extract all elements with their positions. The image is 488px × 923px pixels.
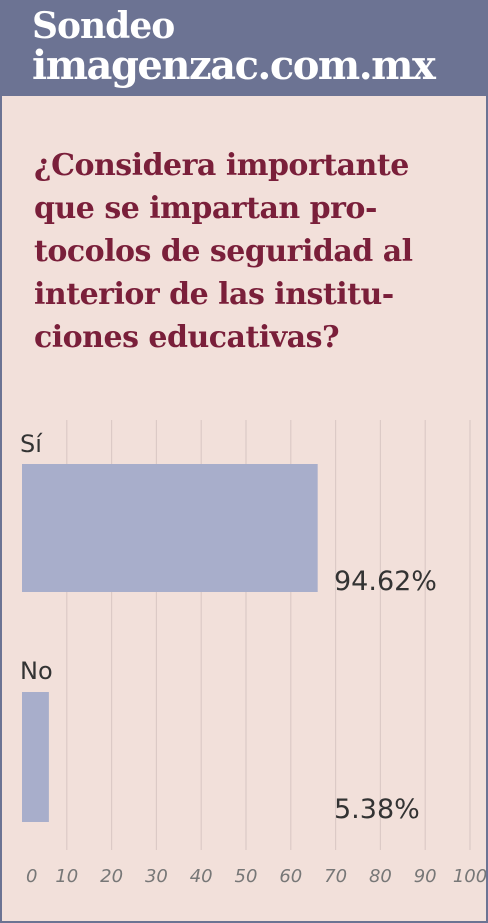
poll-question: ¿Considera importante que se impartan pr… [34,144,474,359]
x-tick-label: 50 [235,866,258,887]
question-line: ¿Considera importante [34,148,409,183]
category-label: Sí [20,430,43,458]
header-site: imagenzac.com.mx [32,42,436,89]
category-label: No [20,657,53,685]
bar [22,464,318,592]
data-label: 94.62% [334,566,437,597]
x-tick-label: 20 [100,866,123,887]
x-tick-label: 0 [26,866,37,887]
x-tick-label: 100 [453,866,486,887]
question-line: interior de las institu- [34,277,394,312]
x-tick-label: 80 [369,866,392,887]
data-label: 5.38% [334,794,420,825]
x-tick-label: 30 [145,866,168,887]
x-tick-label: 40 [190,866,213,887]
x-tick-label: 10 [55,866,78,887]
question-line: ciones educativas? [34,320,340,355]
x-tick-label: 90 [414,866,437,887]
x-tick-label: 70 [324,866,347,887]
x-tick-label: 60 [279,866,302,887]
header-title: Sondeo [32,5,175,47]
question-line: tocolos de seguridad al [34,234,413,269]
header-banner: Sondeo imagenzac.com.mx [2,2,486,96]
question-line: que se impartan pro- [34,191,377,226]
bar [22,692,49,822]
